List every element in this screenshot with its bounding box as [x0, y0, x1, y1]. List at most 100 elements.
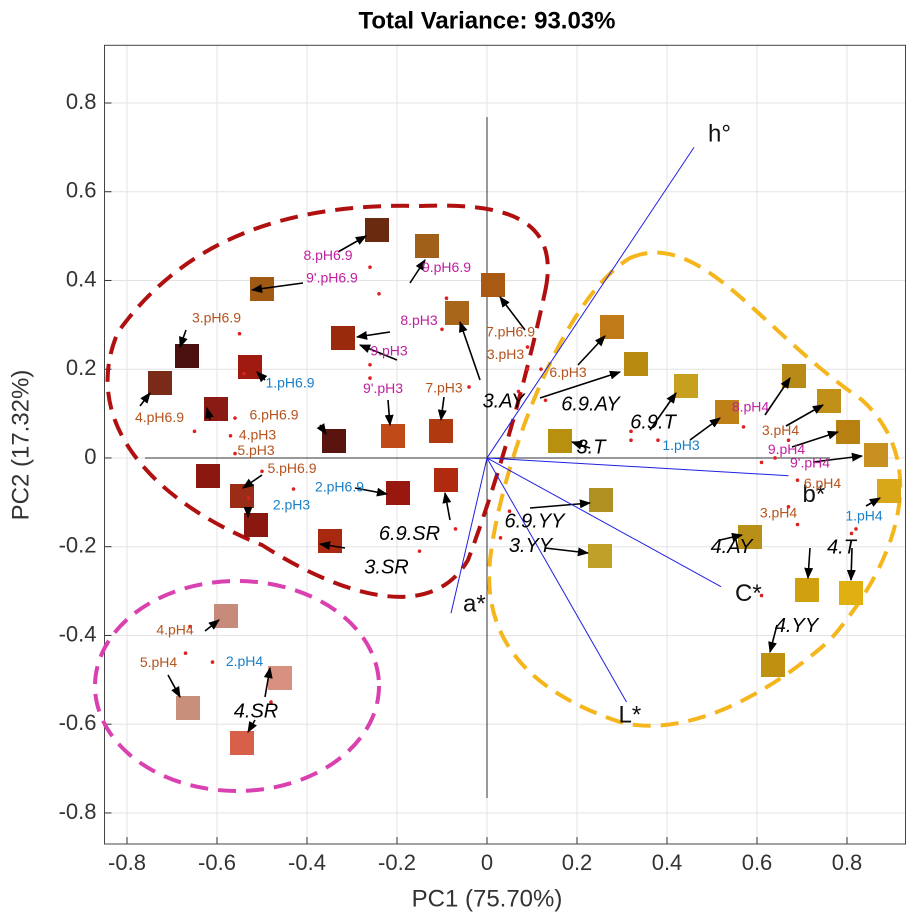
sample-swatch: [795, 578, 819, 602]
sample-swatch: [588, 544, 612, 568]
sample-point: [656, 438, 660, 442]
loading-label: L*: [619, 701, 642, 728]
y-tick-label: 0: [84, 444, 96, 469]
sample-swatch: [268, 666, 292, 690]
sample-point: [193, 430, 197, 434]
pointer-arrow: [808, 548, 810, 578]
pointer-arrow: [530, 503, 590, 508]
sample-swatch: [175, 344, 199, 368]
sample-point: [526, 345, 530, 349]
sample-swatch: [415, 234, 439, 258]
point-label: 6.9.YY: [504, 510, 566, 532]
point-label: 9'.pH6.9: [306, 269, 358, 285]
sample-swatch: [381, 424, 405, 448]
pointer-arrow: [168, 675, 180, 697]
sample-point: [796, 478, 800, 482]
sample-point: [539, 367, 543, 371]
chart: Total Variance: 93.03% PC1 (75.70%) PC2 …: [0, 0, 912, 918]
point-label: 3.SR: [364, 556, 408, 578]
y-tick-label: 0.8: [66, 89, 97, 114]
sample-swatch: [214, 604, 238, 628]
point-label: 8.pH6.9: [303, 247, 352, 263]
sample-swatch: [839, 581, 863, 605]
y-tick-label: -0.8: [59, 799, 97, 824]
y-tick-label: 0.6: [66, 178, 97, 203]
point-label: 4.SR: [234, 700, 278, 722]
sample-point: [242, 372, 246, 376]
sample-point: [796, 523, 800, 527]
y-tick-label: 0.2: [66, 355, 97, 380]
sample-swatch: [481, 273, 505, 297]
point-label: 3.pH6.9: [192, 309, 241, 325]
point-label: 2.pH3: [273, 497, 311, 513]
y-tick-label: -0.4: [59, 621, 97, 646]
sample-swatch: [318, 529, 342, 553]
sample-swatch: [864, 443, 888, 467]
sample-swatch: [817, 389, 841, 413]
sample-point: [260, 469, 264, 473]
x-tick-label: 0.6: [742, 850, 773, 875]
sample-point: [440, 327, 444, 331]
x-tick-label: -0.2: [378, 850, 416, 875]
x-tick-label: 0.8: [832, 850, 863, 875]
point-label: 3.AY: [483, 391, 527, 413]
loading-label: a*: [463, 591, 486, 618]
sample-swatch: [429, 419, 453, 443]
point-label: 6.9.AY: [561, 394, 621, 416]
sample-swatch: [836, 420, 860, 444]
sample-point: [418, 549, 422, 553]
point-label: 4.pH3: [239, 426, 277, 442]
sample-swatch: [176, 696, 200, 720]
sample-point: [368, 363, 372, 367]
y-tick-label: -0.6: [59, 710, 97, 735]
sample-swatch: [196, 464, 220, 488]
sample-point: [544, 398, 548, 402]
sample-point: [211, 660, 215, 664]
point-label: 2.pH4: [226, 653, 264, 669]
chart-title: Total Variance: 93.03%: [358, 7, 615, 34]
point-label: 3.YY: [509, 535, 554, 557]
point-label: 6.pH4: [804, 475, 842, 491]
point-label: 9'.pH4: [790, 455, 830, 471]
point-label: 1.pH4: [845, 508, 883, 524]
x-tick-label: 0.4: [652, 850, 683, 875]
pointer-arrow: [357, 332, 390, 337]
point-label: 6.pH6.9: [249, 407, 298, 423]
point-label: 3.T: [577, 436, 608, 458]
loading-label: h°: [708, 121, 731, 148]
y-tick-label: -0.2: [59, 533, 97, 558]
point-label: 9'.pH3: [363, 380, 403, 396]
sample-point: [773, 456, 777, 460]
x-tick-label: -0.6: [198, 850, 236, 875]
point-label: 5.pH3: [237, 442, 275, 458]
x-axis-label: PC1 (75.70%): [412, 885, 563, 912]
pointer-arrow: [441, 397, 444, 420]
loading-vector: [487, 458, 789, 476]
point-label: 6.9.T: [630, 412, 677, 434]
sample-point: [233, 452, 237, 456]
sample-point: [742, 425, 746, 429]
sample-point: [238, 332, 242, 336]
sample-swatch: [238, 355, 262, 379]
x-tick-label: -0.4: [288, 850, 326, 875]
sample-point: [526, 367, 530, 371]
sample-swatch: [331, 326, 355, 350]
pointer-arrow: [460, 322, 480, 380]
point-label: 6.pH3: [549, 364, 587, 380]
point-label: 5.pH6.9: [267, 460, 316, 476]
pointer-arrow: [578, 336, 605, 365]
point-label: 6.9.SR: [379, 523, 440, 545]
loading-label: C*: [735, 580, 762, 607]
sample-point: [499, 536, 503, 540]
sample-point: [292, 487, 296, 491]
sample-point: [368, 265, 372, 269]
point-label: 9.pH3: [370, 342, 408, 358]
sample-swatch: [600, 315, 624, 339]
point-label: 4.T: [827, 537, 858, 559]
sample-swatch: [674, 374, 698, 398]
x-tick-label: 0: [481, 850, 493, 875]
sample-point: [850, 532, 854, 536]
sample-swatch: [877, 479, 901, 503]
sample-swatch: [548, 429, 572, 453]
point-label: 3.pH3: [487, 346, 525, 362]
